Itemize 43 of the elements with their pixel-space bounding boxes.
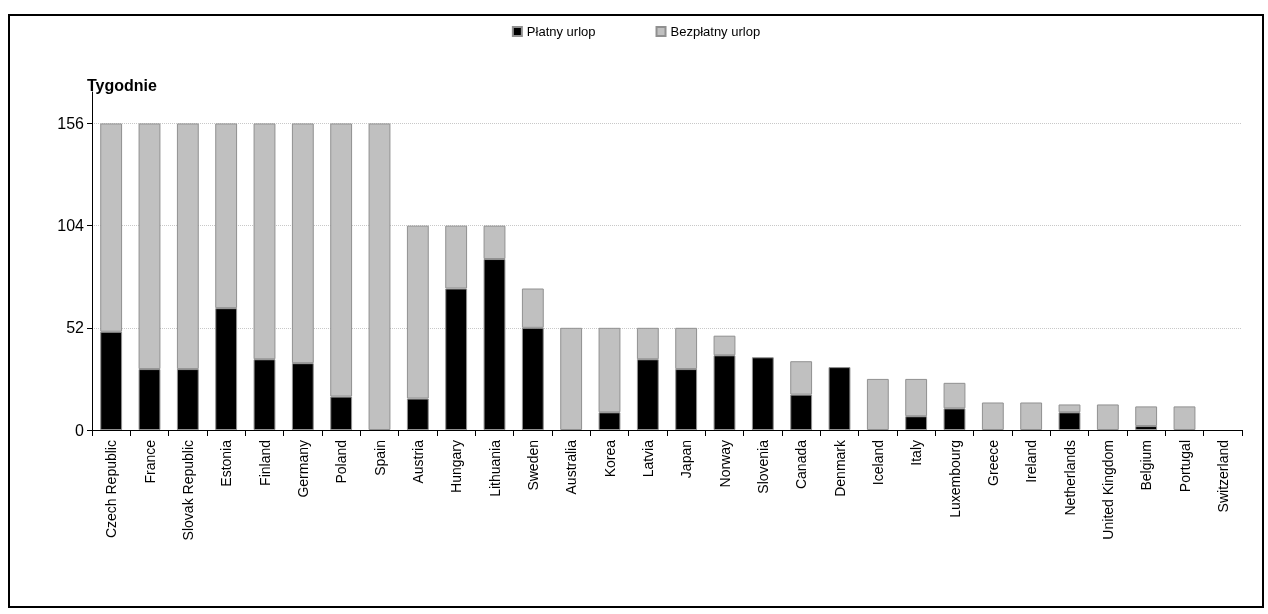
x-tick-label: Slovenia [754, 439, 771, 494]
x-tick-label: Denmark [831, 439, 848, 497]
x-tick-label: Latvia [639, 439, 656, 478]
x-tick-label: Slovak Republic [179, 440, 196, 541]
x-tick-label: Hungary [448, 440, 465, 493]
bar [1020, 402, 1043, 430]
x-tick-label: Japan [678, 440, 695, 479]
x-tick-label: Ireland [1023, 440, 1040, 483]
bar [1135, 406, 1158, 427]
x-tick-label: Lithuania [486, 439, 503, 497]
x-tick-label: Iceland [869, 440, 886, 486]
x-tick-label: Finland [256, 440, 273, 486]
x-tick-label: Estonia [218, 439, 235, 487]
y-tick-label: 52 [66, 319, 85, 337]
x-tick-label: Australia [563, 439, 580, 495]
x-tick-label: Norway [716, 440, 733, 488]
y-tick-label: 0 [75, 421, 85, 439]
y-axis-title: Tygodnie [87, 76, 158, 94]
x-tick-label: Switzerland [1214, 440, 1231, 513]
bar [981, 402, 1004, 430]
x-tick-label: Portugal [1176, 440, 1193, 493]
x-tick-label: Belgium [1138, 440, 1155, 491]
legend-label: Płatny urlop [526, 24, 596, 39]
x-tick-label: France [141, 439, 158, 484]
y-tick-label: 104 [57, 217, 85, 235]
x-tick-label: Austria [409, 439, 426, 484]
x-tick-label: Luxembourg [946, 440, 963, 518]
x-tick-label: Poland [333, 440, 350, 484]
x-tick-label: Czech Republic [103, 440, 120, 539]
bar [1096, 404, 1119, 430]
x-tick-label: Italy [908, 440, 925, 466]
legend-label: Bezpłatny urlop [670, 24, 761, 39]
x-tick-label: Spain [371, 440, 388, 476]
bar [866, 378, 889, 430]
x-tick-label: United Kingdom [1099, 440, 1116, 540]
x-tick-label: Canada [793, 439, 810, 490]
x-tick-label: Sweden [524, 440, 541, 491]
x-tick-label: Greece [984, 439, 1001, 486]
x-tick-label: Germany [294, 440, 311, 498]
x-tick-label: Korea [601, 439, 618, 478]
bar [1173, 406, 1196, 430]
y-tick-label: 156 [57, 114, 85, 132]
x-tick-label: Netherlands [1061, 440, 1078, 516]
